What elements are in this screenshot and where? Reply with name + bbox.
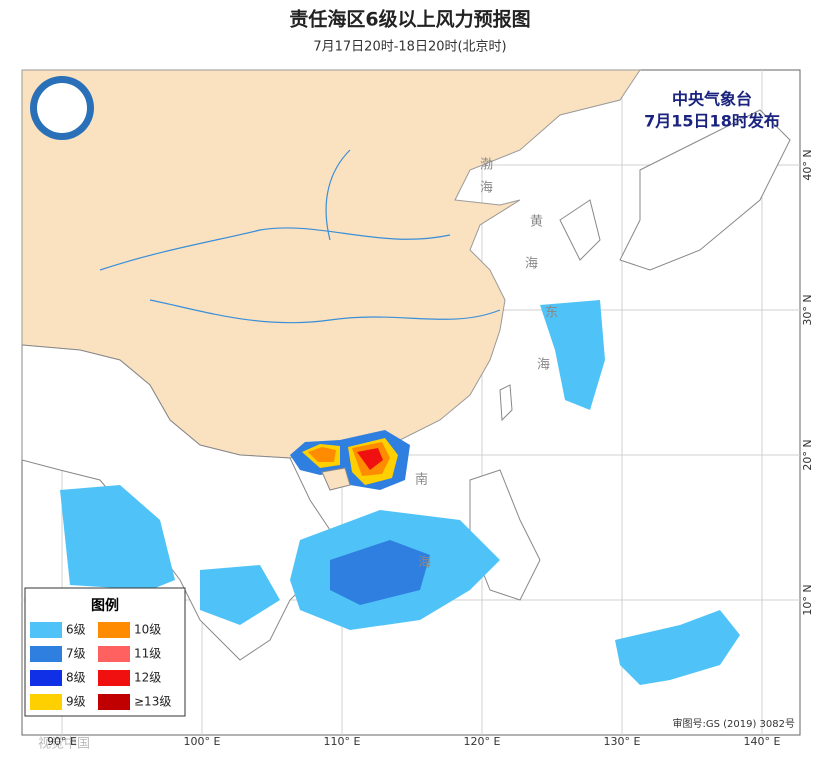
sea-char: 海	[418, 556, 431, 571]
legend-swatch	[30, 646, 62, 662]
legend-label: 11级	[134, 647, 161, 661]
river	[99, 227, 451, 271]
legend-label: 7级	[66, 647, 86, 661]
land-hainan	[321, 467, 351, 491]
legend-swatch	[30, 694, 62, 710]
land-japan	[619, 109, 791, 271]
sea-char: 黄	[530, 215, 543, 230]
legend-label: 12级	[134, 671, 161, 685]
legend-title: 图例	[91, 597, 119, 614]
river	[325, 149, 351, 241]
sea-char: 海	[525, 257, 538, 272]
legend: 图例 6级 7级 8级 9级 10级 11级 12级 ≥13级	[24, 587, 186, 717]
wind-area-10	[308, 447, 336, 462]
lat-tick-label: 20° N	[801, 439, 814, 470]
wind-area-6	[200, 565, 280, 625]
wind-area-6	[540, 300, 605, 410]
legend-swatch	[30, 622, 62, 638]
legend-label: 6级	[66, 623, 86, 637]
legend-swatch	[98, 670, 130, 686]
issue-time: 7月15日18时发布	[644, 112, 780, 131]
sea-char: 东	[545, 306, 558, 321]
legend-label: 9级	[66, 695, 86, 709]
sea-char: 海	[537, 358, 550, 373]
approval-number: 审图号:GS (2019) 3082号	[672, 717, 795, 730]
sea-char: 海	[480, 181, 493, 196]
watermark: 视觉中国	[38, 737, 90, 752]
lon-tick-label: 140° E	[744, 735, 781, 748]
legend-label: ≥13级	[134, 695, 171, 709]
issuer-name: 中央气象台	[672, 90, 752, 109]
land-korea	[559, 199, 601, 261]
lat-tick-label: 10° N	[801, 584, 814, 615]
lat-tick-label: 40° N	[801, 149, 814, 180]
legend-swatch	[98, 622, 130, 638]
wind-area-6	[60, 485, 175, 590]
legend-swatch	[98, 646, 130, 662]
legend-label: 8级	[66, 671, 86, 685]
lon-tick-label: 110° E	[324, 735, 361, 748]
title: 责任海区6级以上风力预报图	[289, 8, 530, 31]
land-taiwan	[499, 384, 513, 422]
wind-area-12	[357, 448, 383, 470]
sea-char: 渤	[480, 157, 493, 173]
legend-label: 10级	[134, 623, 161, 637]
legend-swatch	[30, 670, 62, 686]
river	[149, 299, 501, 324]
lon-tick-label: 120° E	[464, 735, 501, 748]
lon-tick-label: 100° E	[184, 735, 221, 748]
legend-swatch	[98, 694, 130, 710]
lat-tick-label: 30° N	[801, 294, 814, 325]
sea-char: 南	[415, 472, 428, 488]
sea-labels: 渤 海 黄 海 东 海 南 海	[415, 157, 558, 571]
subtitle: 7月17日20时-18日20时(北京时)	[313, 40, 506, 55]
lon-tick-label: 130° E	[604, 735, 641, 748]
lon-tick-label: 90° E	[47, 735, 77, 748]
wind-area-6	[615, 610, 740, 685]
logo-inner	[37, 83, 87, 133]
wind-area-7	[330, 540, 430, 605]
